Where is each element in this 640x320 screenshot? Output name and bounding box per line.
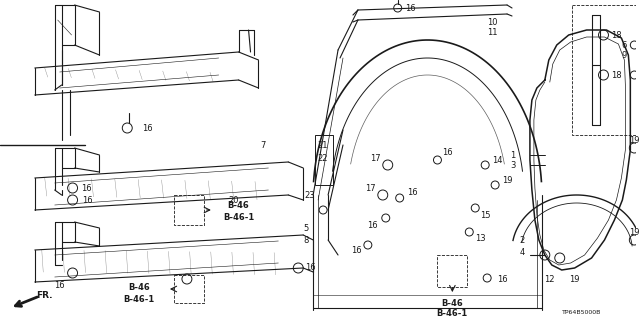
Text: 19: 19 xyxy=(570,276,580,284)
Text: 16: 16 xyxy=(405,4,416,12)
Text: B-46: B-46 xyxy=(228,201,250,210)
Text: 5: 5 xyxy=(303,223,309,233)
Bar xyxy=(174,275,204,303)
Text: 16: 16 xyxy=(54,282,65,291)
Text: 16: 16 xyxy=(442,148,452,156)
Text: 8: 8 xyxy=(303,236,309,244)
Text: 19: 19 xyxy=(629,135,639,145)
Text: 2: 2 xyxy=(519,236,525,244)
Text: 16: 16 xyxy=(305,263,316,273)
Text: 14: 14 xyxy=(492,156,502,164)
Bar xyxy=(438,255,467,287)
Text: 6: 6 xyxy=(621,41,627,50)
Bar xyxy=(174,195,204,225)
Text: 16: 16 xyxy=(142,124,152,132)
Text: 20: 20 xyxy=(228,196,239,204)
Text: TP64B5000B: TP64B5000B xyxy=(562,310,602,316)
Text: 10: 10 xyxy=(487,18,497,27)
Text: 19: 19 xyxy=(502,175,512,185)
Text: 16: 16 xyxy=(407,188,418,196)
Text: 16: 16 xyxy=(351,245,361,254)
Text: B-46: B-46 xyxy=(442,300,463,308)
Bar xyxy=(572,5,636,135)
Text: 1: 1 xyxy=(510,150,516,159)
Text: 16: 16 xyxy=(81,183,92,193)
Text: 22: 22 xyxy=(318,154,328,163)
Text: 19: 19 xyxy=(629,228,639,236)
Text: 3: 3 xyxy=(510,161,516,170)
Text: FR.: FR. xyxy=(36,292,53,300)
Text: 9: 9 xyxy=(621,51,627,60)
Text: 13: 13 xyxy=(475,234,486,243)
Text: 17: 17 xyxy=(371,154,381,163)
Text: 23: 23 xyxy=(305,190,316,199)
Text: B-46-1: B-46-1 xyxy=(124,294,155,303)
Text: B-46-1: B-46-1 xyxy=(223,212,254,221)
Text: B-46: B-46 xyxy=(128,283,150,292)
Text: 17: 17 xyxy=(365,183,376,193)
Text: 18: 18 xyxy=(611,30,621,39)
Text: B-46-1: B-46-1 xyxy=(436,308,468,317)
Text: 15: 15 xyxy=(480,211,490,220)
Text: 12: 12 xyxy=(545,276,555,284)
Text: 18: 18 xyxy=(611,70,621,79)
Text: 4: 4 xyxy=(519,247,525,257)
Text: 21: 21 xyxy=(318,140,328,149)
Text: 16: 16 xyxy=(367,220,378,229)
Text: 16: 16 xyxy=(497,276,508,284)
Text: 16: 16 xyxy=(82,196,93,204)
Text: 7: 7 xyxy=(260,140,266,149)
Text: 11: 11 xyxy=(487,28,497,36)
Bar xyxy=(315,135,333,185)
